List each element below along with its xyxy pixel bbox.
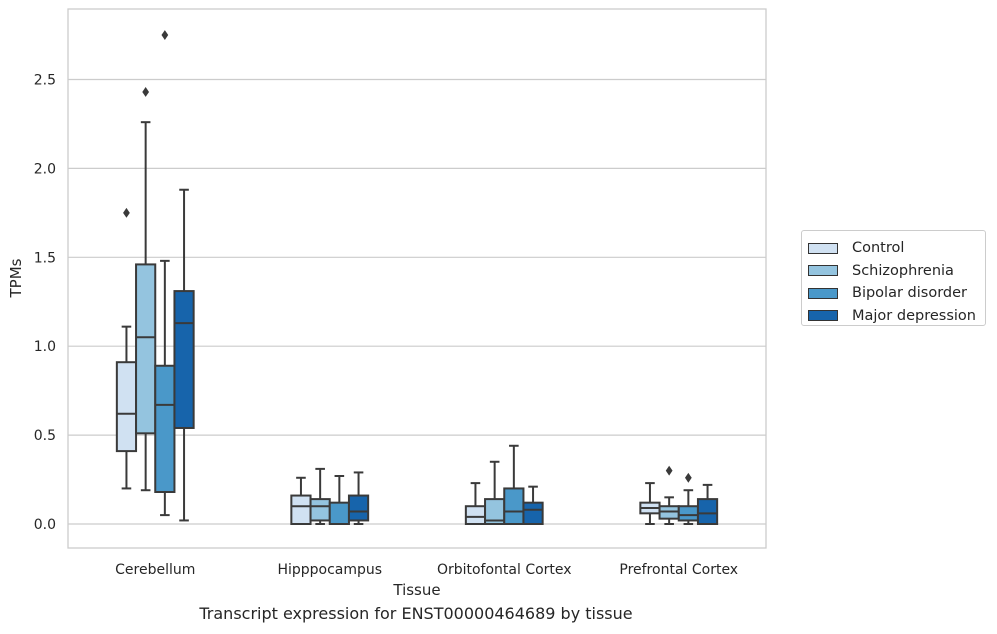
legend-swatch-control — [808, 242, 838, 254]
legend-swatch-schizophrenia — [808, 265, 838, 277]
x-axis-label: Tissue — [392, 581, 440, 599]
box-iqr — [347, 494, 370, 522]
x-tick-labels: Cerebellum Hipppocampus Orbitofontal Corte… — [115, 562, 738, 578]
y-tick-label: 2.0 — [34, 161, 56, 177]
box-iqr — [309, 498, 331, 522]
y-tick-label: 1.5 — [34, 250, 56, 266]
box-iqr — [154, 364, 176, 493]
y-axis-label: TPMs — [7, 258, 25, 298]
outlier-point — [684, 472, 692, 483]
box-iqr — [328, 501, 350, 526]
legend-swatch-major-depression — [808, 310, 838, 322]
box-2-2 — [503, 444, 525, 526]
outlier-point — [142, 86, 150, 97]
box-3-2 — [677, 472, 699, 525]
plot-frame — [67, 8, 767, 549]
y-tick-label: 2.5 — [34, 73, 56, 89]
y-tick-label: 0.0 — [34, 517, 56, 533]
box-0-0 — [115, 207, 138, 490]
x-tick-label: Hipppocampus — [277, 562, 382, 578]
box-1-2 — [328, 474, 350, 526]
legend-label-schizophrenia: Schizophrenia — [852, 262, 954, 279]
box-iqr — [115, 361, 138, 453]
legend-label-control: Control — [852, 240, 905, 257]
boxes — [115, 30, 719, 526]
x-tick-label: Prefrontal Cortex — [619, 562, 738, 578]
box-iqr — [135, 263, 157, 435]
legend-item-bipolar-disorder: Bipolar disorder — [808, 282, 985, 305]
outlier-point — [123, 207, 130, 218]
legend: Control Schizophrenia Bipolar disorder M… — [801, 230, 986, 326]
legend-label-bipolar-disorder: Bipolar disorder — [852, 285, 967, 302]
box-iqr — [290, 494, 312, 526]
outlier-point — [665, 465, 673, 476]
x-tick-label: Cerebellum — [115, 562, 195, 578]
box-0-1 — [135, 86, 157, 492]
y-tick-labels: 0.0 0.5 1.0 1.5 2.0 2.5 — [34, 73, 56, 534]
legend-item-control: Control — [808, 237, 985, 260]
box-iqr — [464, 505, 487, 526]
box-3-3 — [696, 483, 719, 526]
box-3-0 — [639, 482, 661, 525]
legend-swatch-bipolar-disorder — [808, 287, 838, 299]
box-1-3 — [347, 471, 370, 525]
box-1-0 — [290, 476, 312, 526]
box-iqr — [503, 487, 525, 526]
box-0-2 — [154, 30, 176, 517]
y-tick-label: 0.5 — [34, 428, 56, 444]
legend-label-major-depression: Major depression — [852, 307, 976, 324]
box-iqr — [696, 498, 719, 526]
legend-item-schizophrenia: Schizophrenia — [808, 260, 985, 283]
y-tick-label: 1.0 — [34, 339, 56, 355]
x-tick-label: Orbitofontal Cortex — [437, 562, 572, 578]
box-1-1 — [309, 467, 331, 525]
box-iqr — [173, 290, 195, 429]
box-3-1 — [658, 465, 680, 525]
box-2-3 — [522, 485, 544, 526]
box-0-3 — [173, 188, 195, 522]
box-2-1 — [484, 460, 506, 526]
chart-caption: Transcript expression for ENST0000046468… — [199, 604, 633, 623]
box-iqr — [677, 505, 699, 522]
box-iqr — [522, 501, 544, 526]
box-2-0 — [464, 482, 487, 526]
outlier-point — [161, 30, 169, 40]
legend-item-major-depression: Major depression — [808, 305, 985, 328]
